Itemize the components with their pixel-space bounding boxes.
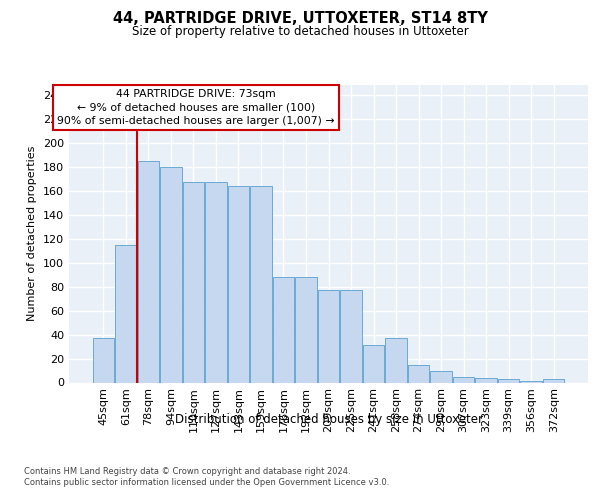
Text: 44 PARTRIDGE DRIVE: 73sqm
← 9% of detached houses are smaller (100)
90% of semi-: 44 PARTRIDGE DRIVE: 73sqm ← 9% of detach… (58, 90, 335, 126)
Bar (295, 277, 317, 382)
Bar (408, 364, 429, 382)
Y-axis label: Number of detached properties: Number of detached properties (28, 146, 37, 322)
Bar (453, 376, 475, 382)
Bar (115, 244, 137, 382)
Bar (363, 346, 384, 383)
Bar (160, 166, 182, 382)
Text: Contains public sector information licensed under the Open Government Licence v3: Contains public sector information licen… (24, 478, 389, 487)
Bar (340, 290, 362, 382)
Bar (318, 290, 339, 382)
Bar (250, 186, 272, 382)
Text: Distribution of detached houses by size in Uttoxeter: Distribution of detached houses by size … (175, 412, 483, 426)
Bar (205, 182, 227, 382)
Text: Contains HM Land Registry data © Crown copyright and database right 2024.: Contains HM Land Registry data © Crown c… (24, 467, 350, 476)
Bar (92, 338, 114, 382)
Text: Size of property relative to detached houses in Uttoxeter: Size of property relative to detached ho… (131, 25, 469, 38)
Bar (228, 186, 249, 382)
Bar (475, 378, 497, 382)
Bar (182, 182, 204, 382)
Bar (498, 379, 520, 382)
Text: 44, PARTRIDGE DRIVE, UTTOXETER, ST14 8TY: 44, PARTRIDGE DRIVE, UTTOXETER, ST14 8TY (113, 11, 487, 26)
Bar (543, 379, 565, 382)
Bar (430, 370, 452, 382)
Bar (385, 338, 407, 382)
Bar (273, 277, 294, 382)
Bar (137, 160, 159, 382)
